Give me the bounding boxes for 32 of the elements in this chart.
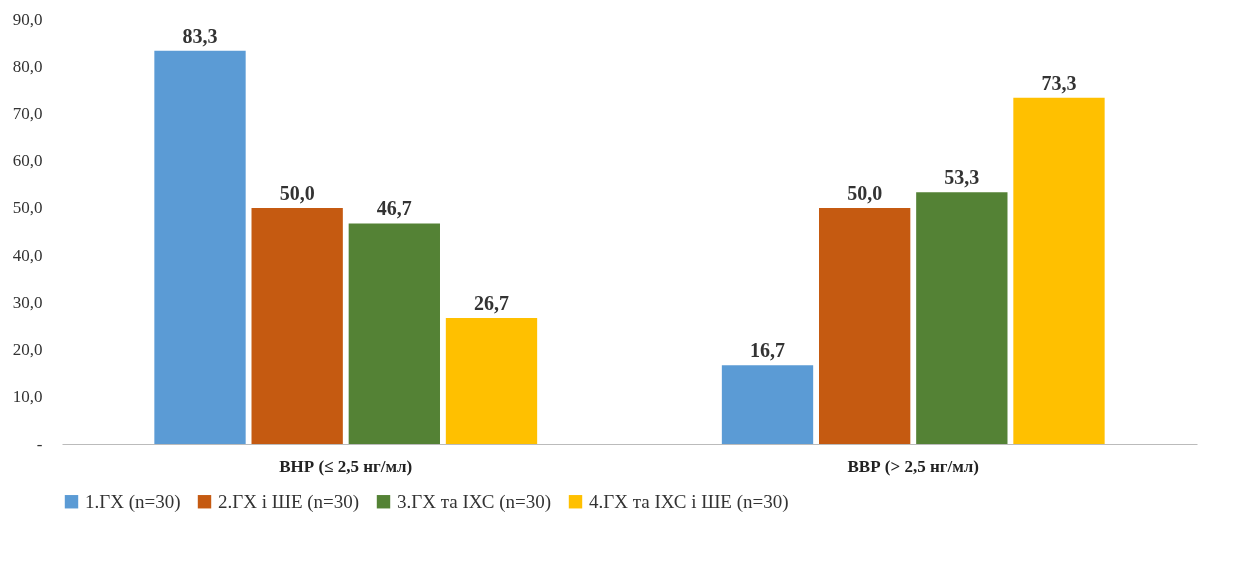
data-label: 16,7: [750, 339, 786, 362]
data-label: 46,7: [376, 197, 412, 220]
data-label: 83,3: [182, 24, 218, 47]
y-tick-label: 30,0: [12, 292, 43, 312]
bar: [154, 50, 246, 444]
data-label: 53,3: [944, 166, 980, 189]
bar: [1013, 97, 1105, 444]
x-tick-label: ВНР (≤ 2,5 нг/мл): [279, 456, 413, 476]
data-label: 50,0: [279, 181, 315, 204]
legend-label: 1.ГХ (n=30): [85, 490, 181, 513]
legend-label: 4.ГХ та ІХС і ШЕ (n=30): [589, 490, 789, 513]
bar: [819, 207, 911, 444]
data-label: 73,3: [1041, 71, 1077, 94]
legend-label: 2.ГХ і ШЕ (n=30): [218, 490, 360, 513]
bar: [251, 207, 343, 444]
bar: [348, 223, 440, 444]
data-label: 50,0: [847, 181, 883, 204]
y-tick-label: 10,0: [12, 387, 43, 407]
bar: [916, 192, 1008, 444]
y-tick-label: 20,0: [12, 340, 43, 360]
legend-label: 3.ГХ та ІХС (n=30): [397, 490, 552, 513]
data-label: 26,7: [473, 291, 509, 314]
y-tick-label: 50,0: [12, 198, 43, 218]
y-tick-label: 60,0: [12, 151, 43, 171]
y-tick-label: 70,0: [12, 103, 43, 123]
y-tick-label: -: [36, 434, 43, 454]
x-tick-label: ВВР (> 2,5 нг/мл): [847, 456, 979, 476]
y-tick-label: 40,0: [12, 245, 43, 265]
y-tick-label: 80,0: [12, 56, 43, 76]
y-tick-label: 90,0: [12, 9, 43, 29]
bar: [445, 317, 538, 444]
bar: [721, 365, 814, 444]
